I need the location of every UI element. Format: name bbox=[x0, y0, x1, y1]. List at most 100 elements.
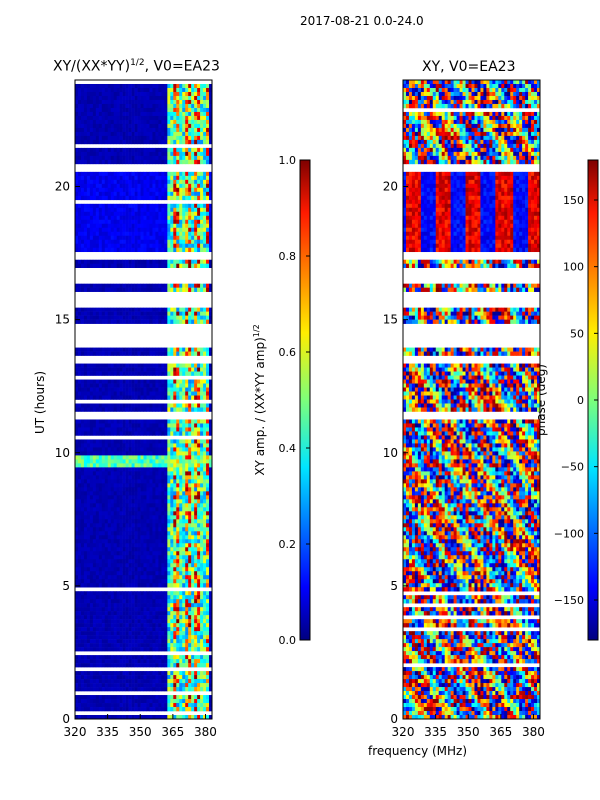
heatmap-cell bbox=[146, 315, 150, 320]
heatmap-cell bbox=[119, 179, 123, 185]
heatmap-cell bbox=[92, 563, 97, 568]
heatmap-cell bbox=[155, 383, 159, 388]
heatmap-cell bbox=[137, 531, 141, 536]
heatmap-cell bbox=[95, 567, 100, 572]
heatmap-cell bbox=[152, 115, 156, 121]
heatmap-cell bbox=[206, 367, 210, 372]
heatmap-cell bbox=[95, 555, 100, 560]
heatmap-cell bbox=[155, 395, 159, 400]
heatmap-cell bbox=[200, 483, 204, 488]
heatmap-cell bbox=[167, 599, 171, 604]
heatmap-cell bbox=[131, 127, 135, 133]
heatmap-cell bbox=[191, 559, 195, 564]
heatmap-cell bbox=[131, 555, 135, 560]
heatmap-cell bbox=[152, 479, 156, 484]
heatmap-cell bbox=[200, 139, 204, 145]
heatmap-cell bbox=[188, 431, 192, 436]
heatmap-cell bbox=[152, 203, 156, 209]
heatmap-cell bbox=[122, 183, 126, 189]
heatmap-cell bbox=[104, 207, 109, 213]
heatmap-cell bbox=[86, 231, 91, 237]
heatmap-cell bbox=[116, 623, 120, 628]
heatmap-cell bbox=[75, 259, 79, 265]
heatmap-cell bbox=[128, 223, 132, 229]
heatmap-cell bbox=[98, 319, 103, 324]
heatmap-cell bbox=[197, 227, 201, 233]
heatmap-cell bbox=[194, 155, 198, 161]
heatmap-cell bbox=[113, 471, 117, 476]
heatmap-cell bbox=[194, 611, 198, 616]
heatmap-cell bbox=[95, 619, 100, 624]
heatmap-cell bbox=[119, 479, 123, 484]
heatmap-cell bbox=[137, 407, 141, 412]
heatmap-cell bbox=[197, 467, 201, 472]
heatmap-cell bbox=[122, 99, 126, 105]
heatmap-cell bbox=[92, 175, 97, 181]
heatmap-cell bbox=[86, 615, 91, 620]
heatmap-cell bbox=[179, 507, 183, 512]
heatmap-cell bbox=[191, 515, 195, 520]
heatmap-cell bbox=[104, 615, 109, 620]
heatmap-cell bbox=[83, 231, 88, 237]
heatmap-cell bbox=[125, 459, 129, 464]
heatmap-cell bbox=[75, 447, 79, 452]
heatmap-cell bbox=[188, 535, 192, 540]
heatmap-cell bbox=[110, 175, 115, 181]
heatmap-cell bbox=[185, 219, 189, 225]
heatmap-cell bbox=[188, 307, 192, 312]
heatmap-cell bbox=[206, 611, 210, 616]
heatmap-cell bbox=[179, 575, 183, 580]
heatmap-cell bbox=[203, 135, 207, 141]
heatmap-cell bbox=[110, 531, 115, 536]
heatmap-cell bbox=[176, 447, 180, 452]
heatmap-cell bbox=[95, 127, 100, 133]
heatmap-cell bbox=[209, 447, 213, 452]
heatmap-cell bbox=[194, 239, 198, 245]
heatmap-cell bbox=[98, 527, 103, 532]
heatmap-cell bbox=[176, 531, 180, 536]
heatmap-cell bbox=[107, 243, 112, 249]
heatmap-cell bbox=[128, 479, 132, 484]
heatmap-cell bbox=[197, 539, 201, 544]
heatmap-cell bbox=[110, 455, 115, 460]
heatmap-cell bbox=[119, 239, 123, 245]
heatmap-cell bbox=[128, 403, 132, 408]
heatmap-cell bbox=[134, 483, 138, 488]
heatmap-cell bbox=[107, 171, 112, 177]
heatmap-cell bbox=[206, 347, 210, 352]
heatmap-cell bbox=[110, 127, 115, 133]
heatmap-cell bbox=[75, 175, 79, 181]
heatmap-cell bbox=[80, 507, 85, 512]
heatmap-cell bbox=[188, 595, 192, 600]
heatmap-cell bbox=[200, 239, 204, 245]
heatmap-cell bbox=[161, 607, 165, 612]
heatmap-cell bbox=[203, 495, 207, 500]
heatmap-cell bbox=[86, 367, 91, 372]
heatmap-cell bbox=[131, 87, 135, 93]
heatmap-cell bbox=[101, 467, 106, 472]
heatmap-cell bbox=[176, 151, 180, 157]
heatmap-cell bbox=[89, 179, 94, 185]
heatmap-cell bbox=[116, 527, 120, 532]
heatmap-cell bbox=[173, 551, 177, 556]
heatmap-cell bbox=[95, 511, 100, 516]
heatmap-cell bbox=[89, 107, 94, 113]
heatmap-cell bbox=[161, 99, 165, 105]
heatmap-cell bbox=[152, 567, 156, 572]
heatmap-cell bbox=[75, 507, 79, 512]
heatmap-cell bbox=[146, 159, 150, 165]
heatmap-cell bbox=[107, 115, 112, 121]
heatmap-cell bbox=[158, 483, 162, 488]
heatmap-cell bbox=[125, 595, 129, 600]
heatmap-cell bbox=[80, 559, 85, 564]
heatmap-cell bbox=[101, 235, 106, 241]
heatmap-cell bbox=[146, 211, 150, 217]
heatmap-cell bbox=[197, 403, 201, 408]
heatmap-cell bbox=[110, 219, 115, 225]
heatmap-cell bbox=[170, 559, 174, 564]
heatmap-cell bbox=[83, 543, 88, 548]
heatmap-cell bbox=[122, 151, 126, 157]
heatmap-cell bbox=[143, 207, 147, 213]
heatmap-cell bbox=[200, 307, 204, 312]
heatmap-cell bbox=[128, 475, 132, 480]
